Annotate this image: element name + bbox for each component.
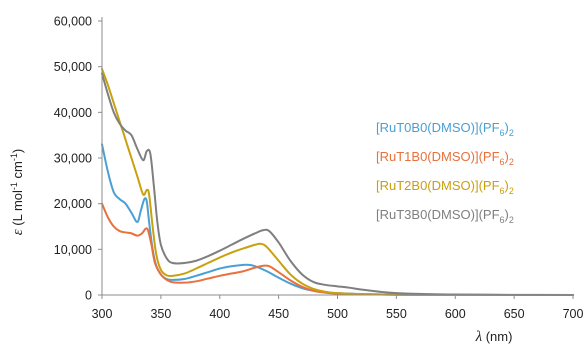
x-tick-label: 700	[563, 307, 584, 321]
x-tick-label: 550	[386, 307, 407, 321]
legend-entry-0: [RuT0B0(DMSO)](PF6)2	[376, 120, 514, 138]
legend: [RuT0B0(DMSO)](PF6)2 [RuT1B0(DMSO)](PF6)2…	[376, 120, 514, 225]
x-tick-label: 600	[445, 307, 466, 321]
x-axis-label: λ (nm)	[475, 329, 513, 345]
y-tick-label: 0	[85, 289, 92, 303]
y-tick-label: 40,000	[54, 106, 92, 120]
series-line-2	[101, 67, 574, 296]
y-tick-labels: 0 10,000 20,000 30,000 40,000 50,000 60,000	[54, 15, 102, 303]
y-axis-label: ε (L mol-1 cm-1)	[9, 149, 26, 236]
x-tick-label: 650	[504, 307, 525, 321]
plot-area	[101, 67, 574, 296]
x-tick-label: 350	[150, 307, 171, 321]
x-tick-labels: 300 350 400 450 500 550 600 650 700	[92, 295, 584, 321]
y-tick-label: 10,000	[54, 243, 92, 257]
y-tick-label: 50,000	[54, 60, 92, 74]
x-tick-label: 400	[209, 307, 230, 321]
x-tick-label: 500	[327, 307, 348, 321]
y-tick-label: 30,000	[54, 152, 92, 166]
legend-entry-3: [RuT3B0(DMSO)](PF6)2	[376, 207, 514, 225]
axes	[101, 17, 573, 296]
legend-entry-1: [RuT1B0(DMSO)](PF6)2	[376, 149, 514, 167]
legend-entry-2: [RuT2B0(DMSO)](PF6)2	[376, 178, 514, 196]
y-tick-label: 20,000	[54, 197, 92, 211]
y-tick-label: 60,000	[54, 15, 92, 29]
series-line-3	[101, 72, 574, 296]
x-tick-label: 300	[92, 307, 113, 321]
x-tick-label: 450	[268, 307, 289, 321]
